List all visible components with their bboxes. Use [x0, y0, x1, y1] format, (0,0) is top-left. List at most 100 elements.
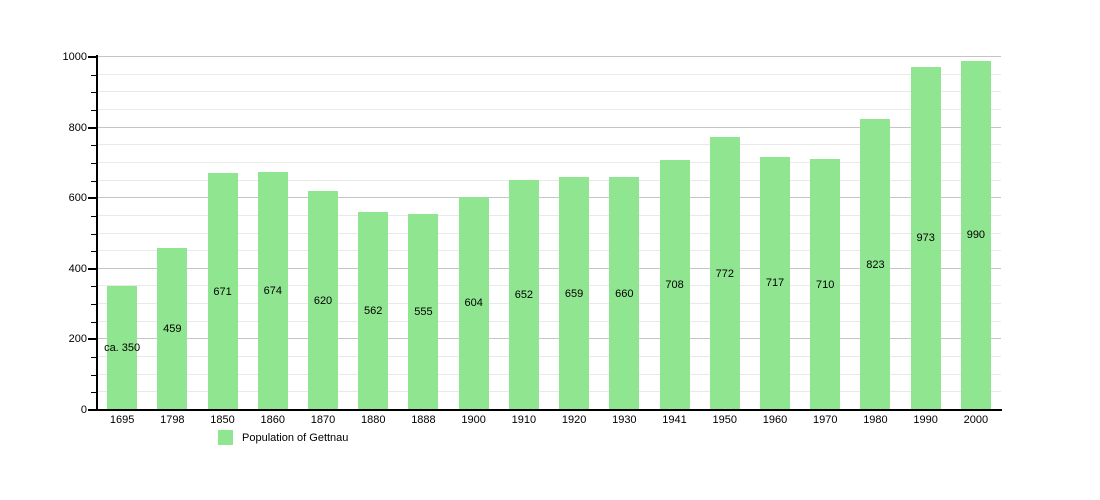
x-tick-label: 1860	[260, 414, 285, 426]
bar-value-label: 708	[665, 279, 684, 292]
x-tick-label: 1941	[662, 414, 687, 426]
y-axis-tick	[88, 197, 96, 200]
x-tick-label: 1870	[310, 414, 336, 426]
major-gridline	[97, 267, 1001, 269]
x-tick-label: 1990	[913, 414, 938, 426]
minor-gridline	[97, 285, 1001, 287]
bar-value-label: 717	[765, 277, 785, 290]
y-tick-label: 0	[80, 404, 87, 416]
x-tick-label: 1980	[863, 414, 888, 426]
minor-gridline	[97, 356, 1001, 358]
y-axis-tick	[91, 233, 96, 235]
minor-gridline	[97, 303, 1001, 305]
x-tick-label: 1850	[210, 414, 235, 426]
legend-label: Population of Gettnau	[242, 431, 349, 444]
legend: Population of Gettnau	[218, 430, 348, 445]
minor-gridline	[97, 179, 1001, 181]
bar-1920: 659	[559, 177, 590, 410]
minor-gridline	[97, 373, 1001, 375]
y-axis-tick	[91, 286, 96, 288]
y-tick-label: 400	[68, 262, 87, 275]
y-axis-tick	[88, 338, 96, 341]
minor-gridline	[97, 144, 1001, 146]
bar-1941: 708	[659, 160, 690, 410]
bar-1980: 823	[860, 119, 891, 410]
major-gridline	[97, 197, 1001, 199]
bar-value-label: 674	[263, 285, 282, 298]
bar-1900: 604	[458, 196, 489, 410]
bar-value-label: 823	[866, 258, 885, 271]
bar-value-label: ca. 350	[104, 342, 141, 355]
bar-value-label: 973	[916, 232, 935, 245]
y-axis-tick	[91, 392, 96, 394]
bar-value-label: 671	[213, 285, 232, 298]
y-axis-tick	[91, 321, 96, 323]
y-axis-tick	[88, 409, 96, 411]
x-tick-label: 1950	[712, 414, 737, 426]
bar-1850: 671	[207, 173, 238, 410]
major-gridline	[97, 126, 1001, 128]
y-axis-tick	[88, 126, 96, 129]
legend-swatch	[218, 430, 233, 445]
bar-1910: 652	[508, 179, 539, 410]
x-axis-line	[96, 409, 1002, 411]
y-axis-tick	[91, 92, 96, 94]
y-axis-tick	[91, 374, 96, 376]
bar-value-label: 459	[163, 322, 182, 335]
x-tick-label: 1695	[109, 414, 135, 426]
bar-value-label: 562	[364, 304, 383, 317]
minor-gridline	[97, 232, 1001, 234]
bar-value-label: 659	[564, 287, 584, 300]
minor-gridline	[97, 91, 1001, 93]
minor-gridline	[97, 108, 1001, 110]
bar-1950: 772	[709, 137, 740, 410]
minor-gridline	[97, 250, 1001, 252]
major-gridline	[97, 56, 1001, 57]
x-tick-label: 1920	[561, 414, 587, 426]
y-tick-label: 600	[68, 192, 87, 205]
bar-1860: 674	[257, 172, 288, 410]
bar-value-label: 772	[715, 267, 734, 280]
bar-1888: 555	[408, 214, 439, 410]
x-tick-label: 1888	[411, 414, 436, 426]
bar-1970: 710	[810, 159, 841, 410]
bar-1930: 660	[609, 177, 640, 410]
bar-value-label: 620	[313, 294, 333, 307]
x-tick-label: 1900	[461, 414, 486, 426]
y-axis-tick	[91, 74, 96, 76]
y-axis-tick	[91, 162, 96, 164]
minor-gridline	[97, 161, 1001, 163]
y-axis-tick	[91, 304, 96, 306]
minor-gridline	[97, 214, 1001, 216]
bar-value-label: 652	[514, 288, 534, 301]
bar-1990: 973	[910, 66, 941, 410]
y-axis-tick	[91, 357, 96, 359]
x-tick-label: 1960	[762, 414, 788, 426]
y-axis-tick	[91, 180, 96, 182]
x-tick-label: 1970	[812, 414, 838, 426]
y-axis-tick	[91, 145, 96, 147]
bar-1870: 620	[308, 191, 338, 410]
bar-value-label: 710	[816, 278, 835, 291]
plot-area: ca. 350 459 671 674 620 562 555 604 652 659 660 708…	[97, 56, 1001, 410]
major-gridline	[97, 338, 1001, 340]
bar-2000: 990	[960, 60, 991, 410]
bar-1695: ca. 350	[104, 286, 141, 410]
y-tick-label: 200	[68, 333, 87, 346]
x-tick-label: 1798	[160, 414, 185, 426]
bar-1798: 459	[157, 247, 188, 410]
y-tick-label: 1000	[62, 51, 87, 63]
x-tick-label: 1930	[612, 414, 637, 426]
x-tick-label: 1910	[511, 414, 537, 426]
minor-gridline	[97, 320, 1001, 322]
y-axis-tick	[91, 109, 96, 111]
bar-value-label: 660	[615, 287, 634, 300]
bar-value-label: 555	[414, 306, 433, 319]
y-axis-tick	[91, 215, 96, 217]
bar-value-label: 604	[464, 297, 483, 310]
x-tick-label: 1880	[360, 414, 386, 426]
bar-value-label: 990	[966, 229, 986, 242]
y-axis-tick	[91, 251, 96, 253]
y-axis-tick	[88, 56, 96, 58]
